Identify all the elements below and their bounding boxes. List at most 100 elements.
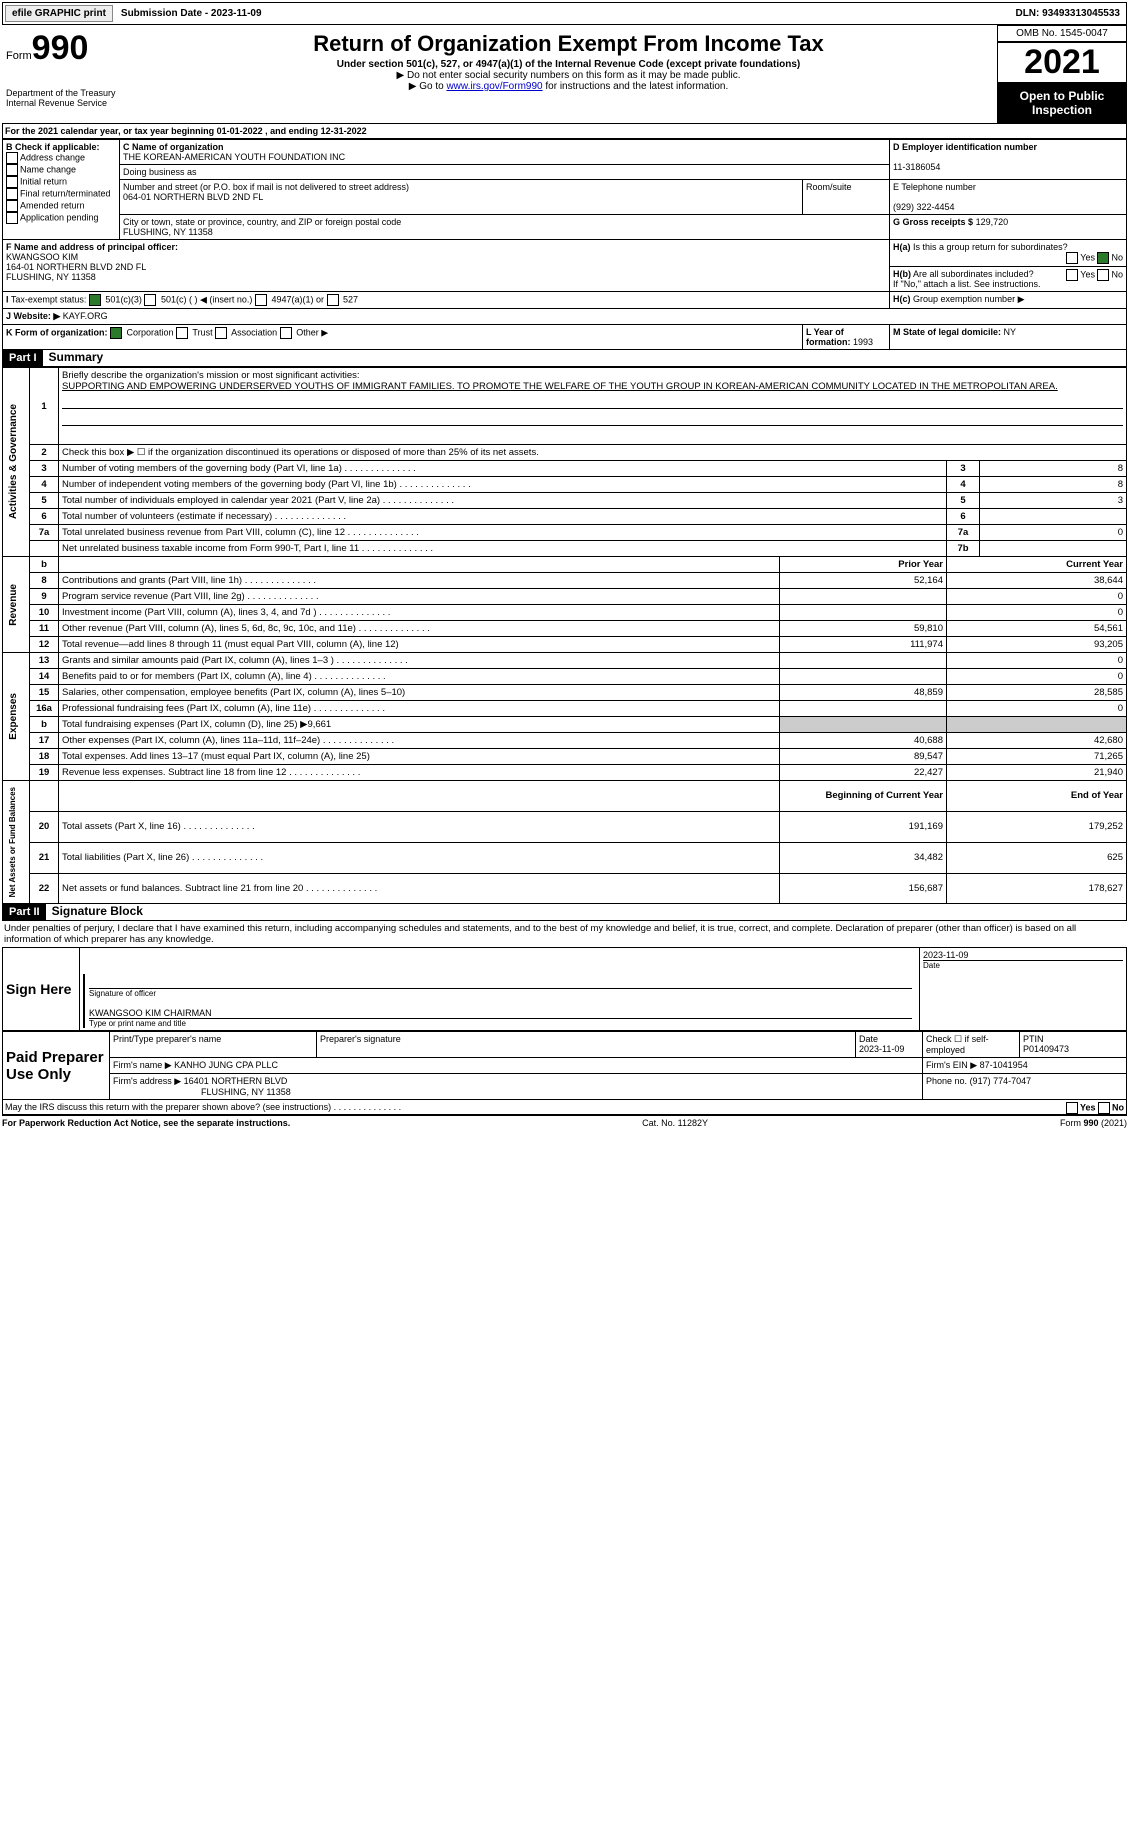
dln: DLN: 93493313045533	[1009, 6, 1126, 21]
form-header: Form990 Department of the Treasury Inter…	[2, 25, 1127, 124]
chk-pending[interactable]: Application pending	[20, 212, 99, 222]
hb-label: Are all subordinates included?	[913, 269, 1034, 279]
sec-net: Net Assets or Fund Balances	[6, 783, 19, 901]
ha-no[interactable]: No	[1111, 252, 1123, 262]
table-row: 8Contributions and grants (Part VIII, li…	[3, 573, 1127, 589]
footer-left: For Paperwork Reduction Act Notice, see …	[2, 1118, 290, 1128]
firm-addr: 16401 NORTHERN BLVD	[184, 1076, 288, 1086]
sec-rev: Revenue	[6, 580, 21, 630]
discuss-q: May the IRS discuss this return with the…	[5, 1102, 401, 1112]
line3-v: 8	[980, 461, 1127, 477]
chk-initial[interactable]: Initial return	[20, 176, 67, 186]
prep-selfemp: Check ☐ if self-employed	[926, 1034, 989, 1055]
irs-link[interactable]: www.irs.gov/Form990	[446, 81, 542, 92]
table-row: 15Salaries, other compensation, employee…	[3, 685, 1127, 701]
line-a-text: For the 2021 calendar year, or tax year …	[5, 126, 367, 136]
part2-bar: Part II	[3, 904, 46, 920]
officer-name: KWANGSOO KIM	[6, 252, 78, 262]
summary-table: Activities & Governance 1 Briefly descri…	[2, 367, 1127, 904]
col-end: End of Year	[947, 781, 1127, 812]
ptin-label: PTIN	[1023, 1034, 1044, 1044]
efile-button[interactable]: efile GRAPHIC print	[5, 5, 113, 22]
table-row: 17Other expenses (Part IX, column (A), l…	[3, 733, 1127, 749]
sig-date: 2023-11-09	[923, 950, 1123, 961]
chk-address[interactable]: Address change	[20, 152, 85, 162]
sig-name-label: Type or print name and title	[89, 1019, 912, 1028]
note-ssn: ▶ Do not enter social security numbers o…	[144, 70, 993, 81]
d-label: D Employer identification number	[893, 142, 1037, 152]
sec-ag: Activities & Governance	[6, 400, 21, 523]
street: 064-01 NORTHERN BLVD 2ND FL	[123, 192, 263, 202]
mission-text: SUPPORTING AND EMPOWERING UNDERSERVED YO…	[62, 381, 1058, 392]
ein: 11-3186054	[893, 162, 940, 172]
phone-label: Phone no.	[926, 1076, 967, 1086]
chk-name[interactable]: Name change	[20, 164, 76, 174]
city: FLUSHING, NY 11358	[123, 227, 213, 237]
i-501c[interactable]: 501(c) ( ) ◀ (insert no.)	[161, 294, 252, 304]
k-corp[interactable]: Corporation	[127, 327, 174, 337]
part2-title: Signature Block	[46, 902, 149, 920]
note-goto-post: for instructions and the latest informat…	[543, 81, 729, 92]
line5-t: Total number of individuals employed in …	[62, 495, 454, 506]
firm-label: Firm's name ▶	[113, 1060, 172, 1070]
j-label: Website: ▶	[14, 311, 61, 321]
mission-q: Briefly describe the organization's miss…	[62, 370, 360, 381]
col-beg: Beginning of Current Year	[780, 781, 947, 812]
table-row: bTotal fundraising expenses (Part IX, co…	[3, 717, 1127, 733]
ha-yes[interactable]: Yes	[1080, 252, 1095, 262]
i-label: Tax-exempt status:	[11, 294, 87, 304]
firm-ein: 87-1041954	[980, 1060, 1028, 1070]
form-number: 990	[32, 29, 89, 67]
open-inspection: Open to Public Inspection	[997, 83, 1127, 123]
irs-label: Internal Revenue Service	[6, 98, 136, 108]
i-527[interactable]: 527	[343, 294, 358, 304]
table-row: 19Revenue less expenses. Subtract line 1…	[3, 765, 1127, 781]
firm-addr2: FLUSHING, NY 11358	[201, 1087, 291, 1097]
line4-t: Number of independent voting members of …	[62, 479, 471, 490]
prep-sig-label: Preparer's signature	[320, 1034, 401, 1044]
chk-amended[interactable]: Amended return	[20, 200, 85, 210]
table-row: 21Total liabilities (Part X, line 26)34,…	[3, 842, 1127, 873]
ha-label: Is this a group return for subordinates?	[913, 242, 1068, 252]
hc-label: Group exemption number ▶	[913, 294, 1024, 304]
i-501c3[interactable]: 501(c)(3)	[105, 294, 142, 304]
city-label: City or town, state or province, country…	[123, 217, 401, 227]
sig-officer-label: Signature of officer	[89, 989, 912, 998]
table-row: 14Benefits paid to or for members (Part …	[3, 669, 1127, 685]
table-row: 16aProfessional fundraising fees (Part I…	[3, 701, 1127, 717]
sign-here: Sign Here	[3, 948, 80, 1031]
chk-final[interactable]: Final return/terminated	[20, 188, 111, 198]
col-prior: Prior Year	[780, 557, 947, 573]
line7a-v: 0	[980, 525, 1127, 541]
ptin: P01409473	[1023, 1044, 1069, 1054]
table-row: 18Total expenses. Add lines 13–17 (must …	[3, 749, 1127, 765]
k-assoc[interactable]: Association	[231, 327, 277, 337]
i-4947[interactable]: 4947(a)(1) or	[271, 294, 324, 304]
c-label: C Name of organization	[123, 142, 224, 152]
sig-name: KWANGSOO KIM CHAIRMAN	[89, 1008, 912, 1019]
year-formation: 1993	[853, 337, 873, 347]
line3-t: Number of voting members of the governin…	[62, 463, 416, 474]
k-trust[interactable]: Trust	[192, 327, 212, 337]
e-label: E Telephone number	[893, 182, 976, 192]
submission-date: Submission Date - 2023-11-09	[115, 6, 268, 21]
signature-table: Sign Here Signature of officer KWANGSOO …	[2, 947, 1127, 1031]
k-other[interactable]: Other ▶	[296, 327, 328, 337]
line6-t: Total number of volunteers (estimate if …	[62, 511, 346, 522]
sec-exp: Expenses	[6, 689, 21, 744]
phone: (929) 322-4454	[893, 202, 955, 212]
line4-v: 8	[980, 477, 1127, 493]
table-row: 12Total revenue—add lines 8 through 11 (…	[3, 637, 1127, 653]
line7b-t: Net unrelated business taxable income fr…	[62, 543, 433, 554]
prep-date-label: Date	[859, 1034, 878, 1044]
addr-label: Firm's address ▶	[113, 1076, 181, 1086]
line7b-v	[980, 541, 1127, 557]
paid-preparer-label: Paid Preparer Use Only	[3, 1032, 110, 1100]
preparer-table: Paid Preparer Use Only Print/Type prepar…	[2, 1031, 1127, 1100]
k-label: K Form of organization:	[6, 327, 108, 337]
col-curr: Current Year	[947, 557, 1127, 573]
form-title: Return of Organization Exempt From Incom…	[144, 31, 993, 57]
line2: Check this box ▶ ☐ if the organization d…	[59, 445, 1127, 461]
b-items: Address change Name change Initial retur…	[6, 152, 116, 224]
g-label: G Gross receipts $	[893, 217, 973, 227]
